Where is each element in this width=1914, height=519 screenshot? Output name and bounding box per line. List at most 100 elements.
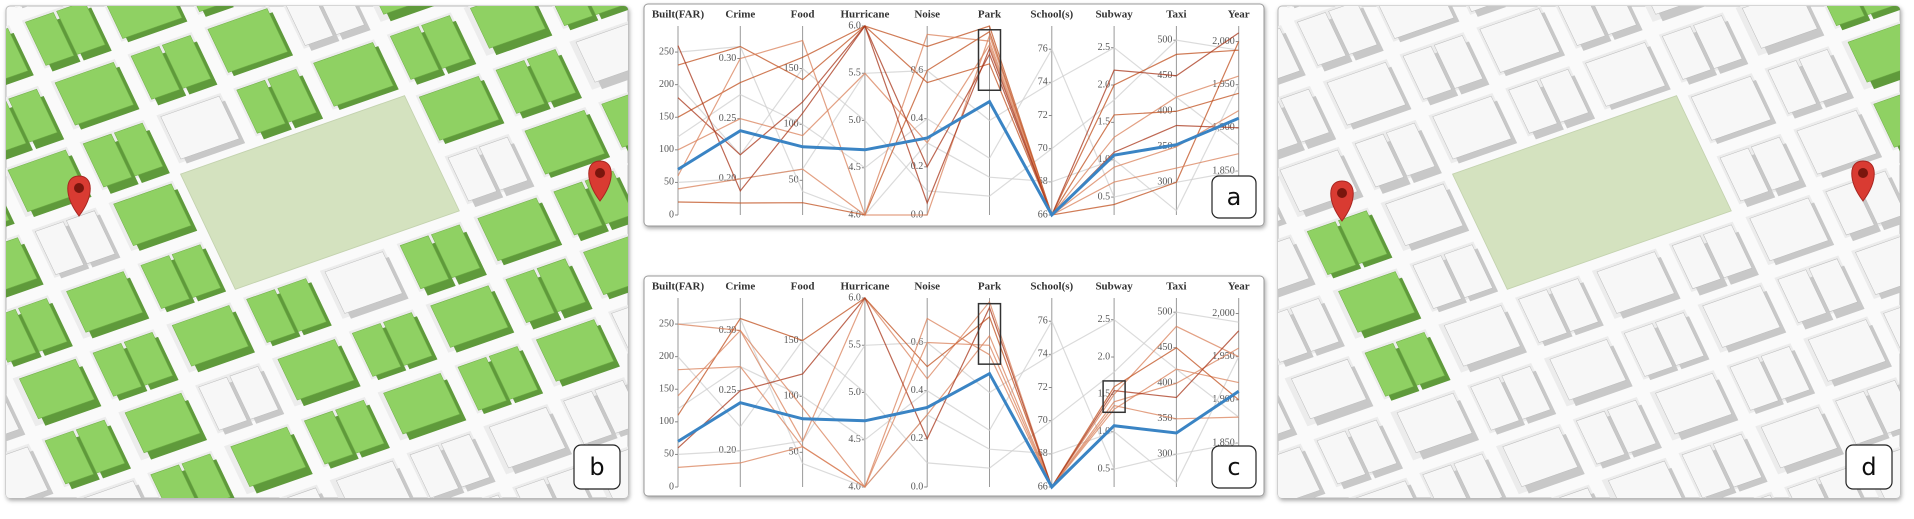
axis-label: Food — [791, 9, 815, 21]
panel-label-box — [1845, 444, 1893, 490]
building-roof — [210, 0, 259, 1]
building-roof — [447, 147, 497, 202]
building-roof — [1873, 93, 1900, 148]
building-roof — [1278, 237, 1310, 299]
building-roof — [399, 235, 450, 290]
building-roof — [25, 12, 75, 66]
building-roof — [1508, 79, 1558, 134]
building-roof — [1719, 147, 1769, 202]
building-roof — [230, 426, 307, 488]
building-roof — [430, 285, 509, 348]
building-roof — [1671, 235, 1722, 290]
series-line — [677, 33, 1239, 217]
building-roof — [1808, 258, 1858, 313]
building-roof — [409, 444, 459, 498]
tick-label: 70 — [1038, 415, 1048, 426]
tick-label: 100 — [659, 144, 674, 155]
tick-label: 6.0 — [848, 20, 861, 31]
building-roof — [1847, 22, 1900, 83]
building-roof — [113, 122, 164, 177]
tick-label: 5.0 — [848, 387, 861, 398]
series-line — [677, 43, 1240, 216]
building-side — [216, 0, 265, 6]
building-roof — [524, 109, 605, 175]
building-roof — [1596, 251, 1675, 314]
building-roof — [935, 494, 984, 519]
series-line — [677, 25, 1240, 216]
building-roof — [1338, 271, 1416, 333]
tick-label: 74 — [1038, 77, 1048, 88]
building-roof — [0, 0, 76, 5]
building-roof — [546, 467, 596, 498]
building-roof — [495, 60, 545, 114]
building-roof — [313, 42, 394, 107]
building-roof — [1278, 99, 1299, 154]
tick-label: 1.0 — [1098, 426, 1111, 437]
building-roof — [178, 6, 228, 12]
building-roof — [171, 305, 249, 367]
building-roof — [287, 487, 337, 498]
tick-label: 5.5 — [848, 68, 861, 79]
tick-label: 450 — [1157, 342, 1172, 353]
building-roof — [1815, 6, 1865, 27]
building-side — [1902, 0, 1914, 2]
building-roof — [44, 430, 94, 485]
building-roof — [82, 133, 133, 188]
axis-label: Taxi — [1166, 9, 1186, 21]
building-roof — [1528, 499, 1577, 519]
axis-label: Subway — [1095, 9, 1133, 21]
tick-label: 2.0 — [1098, 351, 1111, 362]
map-pin — [588, 160, 612, 202]
building-roof — [1354, 133, 1405, 188]
building-roof — [335, 399, 385, 454]
building-side — [1908, 148, 1914, 212]
park — [179, 95, 460, 290]
building-roof — [1482, 0, 1531, 1]
block — [1266, 504, 1353, 519]
map-pin — [1330, 180, 1354, 222]
building-roof — [256, 499, 305, 519]
map-panel: d — [869, 0, 1914, 519]
building-roof — [1777, 269, 1827, 324]
park — [1451, 95, 1732, 290]
tick-label: 300 — [1157, 449, 1172, 460]
building-roof — [575, 22, 628, 83]
axis-label: Food — [791, 281, 815, 293]
building-roof — [1655, 372, 1733, 435]
building-roof — [1278, 309, 1309, 363]
tick-label: 0.4 — [911, 113, 924, 124]
tick-label: 100 — [659, 416, 674, 427]
building-roof — [1883, 303, 1900, 357]
building-roof — [431, 224, 481, 279]
building-roof — [1750, 136, 1801, 191]
building-roof — [1741, 6, 1818, 49]
building-roof — [1412, 255, 1462, 309]
building-roof — [1690, 76, 1772, 141]
building-roof — [1855, 231, 1900, 296]
building-roof — [1345, 480, 1427, 498]
building-roof — [236, 79, 286, 134]
axis-label: Taxi — [1166, 281, 1186, 293]
tick-label: 50 — [664, 449, 674, 460]
building-side — [666, 222, 715, 275]
tick-label: 74 — [1038, 349, 1048, 360]
panel-label-box — [573, 444, 621, 490]
block — [1889, 0, 1914, 2]
series-line — [677, 24, 1240, 217]
brush-selection — [977, 302, 1002, 365]
building-roof — [1549, 339, 1627, 401]
building-roof — [869, 224, 944, 284]
building-roof — [18, 298, 68, 352]
building-roof — [1575, 410, 1626, 465]
building-roof — [324, 251, 403, 314]
series-line — [677, 317, 1240, 488]
building-roof — [303, 410, 354, 465]
building-side — [1488, 0, 1537, 6]
building-roof — [181, 453, 231, 498]
brush-selection — [977, 29, 1002, 92]
building-roof — [611, 303, 628, 357]
building-roof — [130, 45, 180, 100]
building-side — [263, 504, 312, 519]
block — [983, 513, 1070, 519]
axis-label: Park — [978, 9, 1002, 21]
